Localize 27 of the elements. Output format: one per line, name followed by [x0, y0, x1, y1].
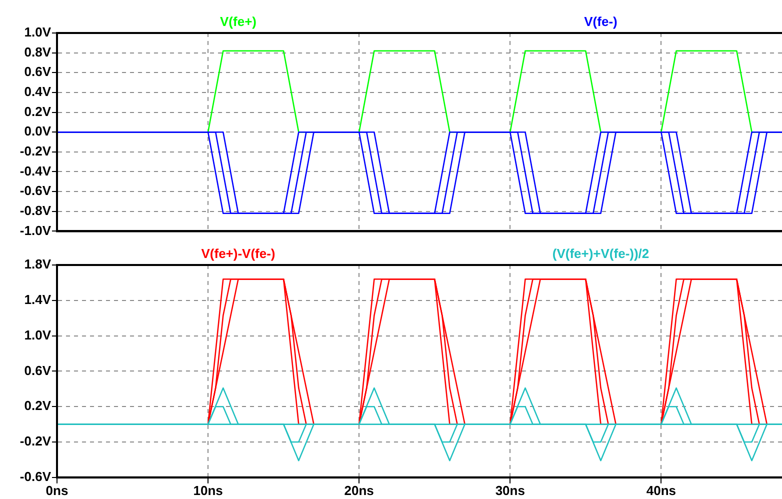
y-tick-label: 0.6V — [24, 362, 52, 378]
x-tick-label: 20ns — [344, 482, 374, 498]
y-tick-label: 1.4V — [24, 292, 52, 307]
y-tick-label: -0.6V — [20, 183, 52, 198]
y-tick-label: 0.2V — [24, 104, 52, 119]
y-tick-label: -0.2V — [20, 144, 52, 158]
x-tick-label: 40ns — [646, 482, 676, 498]
x-tick-label: 0ns — [46, 482, 68, 498]
y-tick-label: 1.8V — [24, 256, 52, 272]
y-tick-label: -0.2V — [20, 434, 52, 449]
text: V(fe-) — [584, 14, 618, 30]
x-tick-label: 30ns — [495, 482, 525, 498]
y-tick-label: -0.8V — [20, 202, 52, 218]
series-label: V(fe+)-V(fe-) — [201, 246, 276, 262]
y-tick-label: 0.2V — [24, 398, 52, 414]
text: (V(fe+)+V(fe-))/2 — [552, 246, 650, 262]
y-tick-label: 0.6V — [24, 64, 52, 80]
y-tick-label: -0.6V — [20, 468, 52, 484]
series-label: V(fe+) — [220, 14, 256, 30]
y-tick-label: 0.4V — [24, 84, 52, 100]
y-tick-label: 0.8V — [24, 44, 52, 60]
y-tick-label: 0.0V — [24, 124, 52, 139]
y-tick-label: -0.4V — [20, 163, 52, 178]
y-tick-label: 1.0V — [24, 24, 52, 40]
x-tick-label: 10ns — [193, 482, 223, 498]
y-tick-label: -1.0V — [20, 222, 52, 238]
y-tick-label: 1.0V — [24, 327, 52, 342]
